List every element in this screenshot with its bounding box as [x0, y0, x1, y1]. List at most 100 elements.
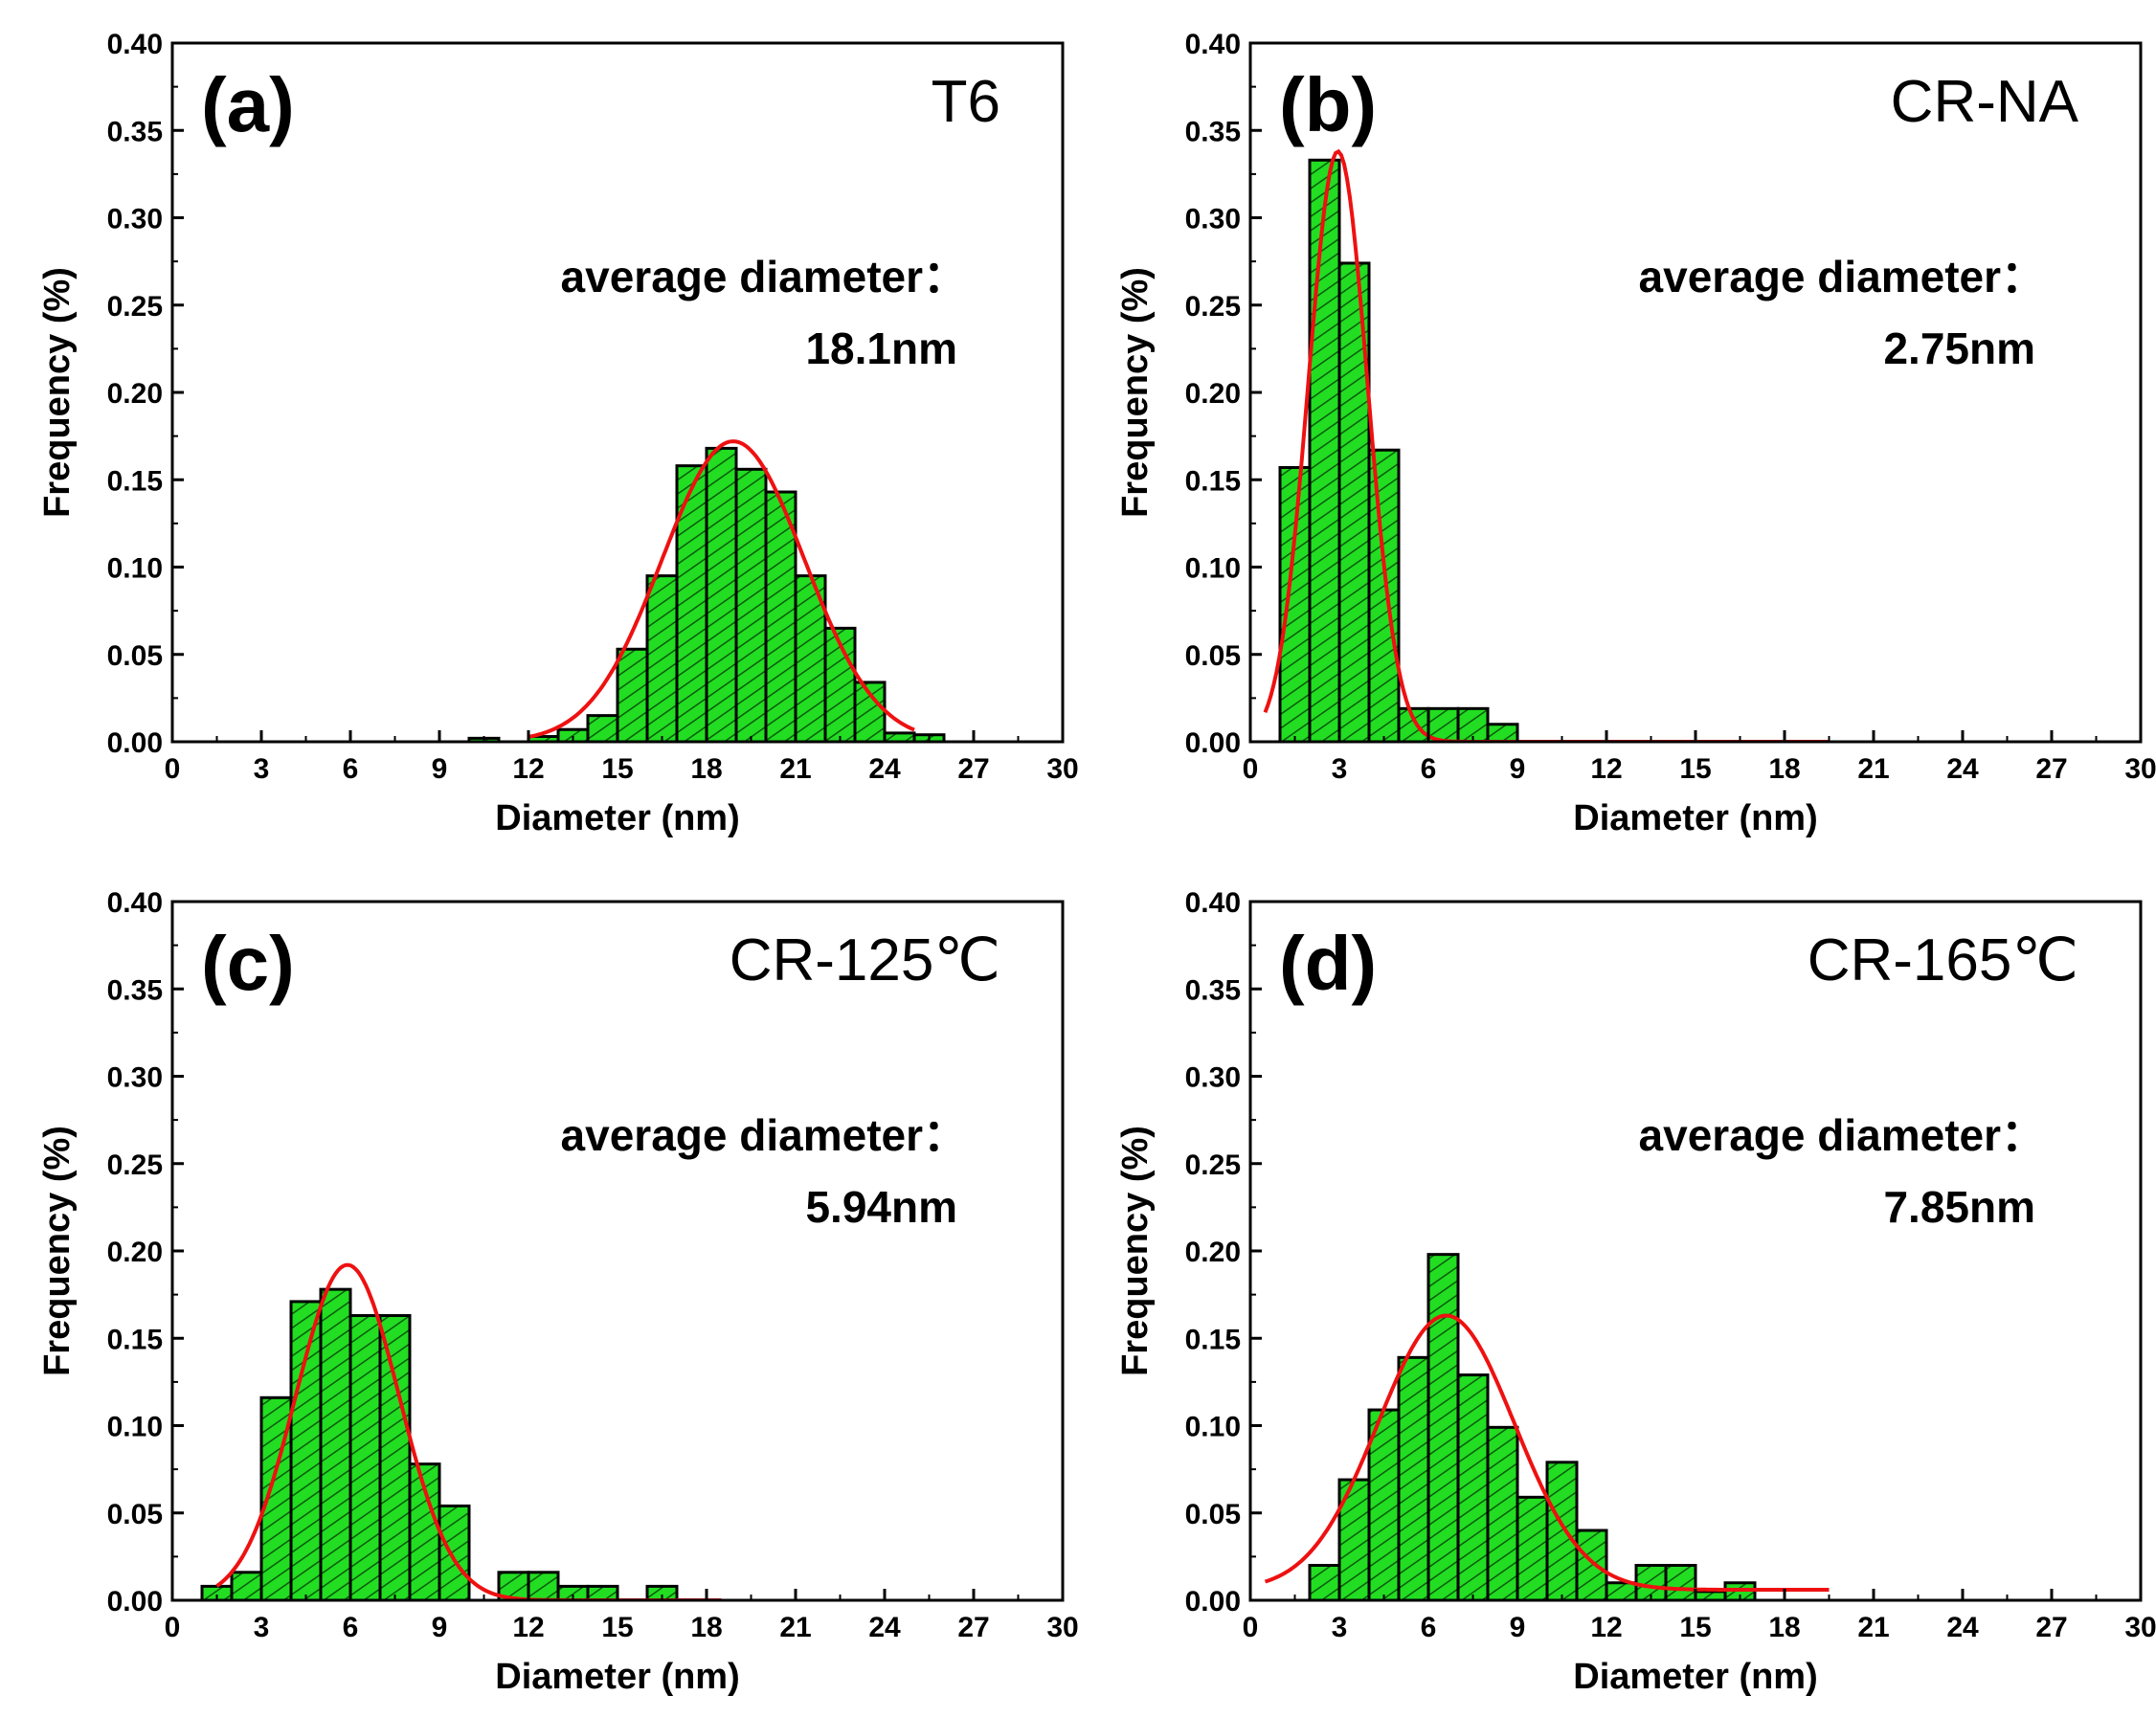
condition-label: CR-NA [1891, 69, 2079, 135]
average-diameter-label: average diameter： [561, 1110, 967, 1160]
histogram-chart-b: 0 3 6 9 12 15 18 21 24 27 30 0.00 0.05 0.10 0.15 0.20 0.… [1115, 29, 2156, 838]
y-tick-label: 0.40 [1185, 887, 1241, 919]
histogram-bar [1367, 1408, 1401, 1602]
x-axis-label: Diameter (nm) [1573, 798, 1818, 838]
y-tick-label: 0.15 [1185, 1324, 1241, 1355]
x-tick-label: 27 [2035, 1612, 2067, 1643]
histogram-bar [1486, 723, 1519, 744]
plot-frame [170, 41, 1065, 744]
x-tick-label: 6 [1421, 753, 1437, 785]
x-tick-label: 27 [957, 1612, 989, 1643]
x-tick-label: 3 [254, 1612, 270, 1643]
histogram-bar [645, 574, 679, 744]
average-diameter-value: 18.1nm [805, 324, 957, 373]
x-tick-label: 9 [432, 1612, 448, 1643]
y-tick-label: 0.25 [1185, 1149, 1241, 1181]
x-tick-label: 18 [690, 753, 722, 785]
histogram-bar [1516, 1495, 1549, 1602]
x-tick-label: 0 [165, 1612, 181, 1643]
condition-label: CR-125℃ [730, 927, 1000, 993]
y-tick-label: 0.30 [107, 1062, 163, 1094]
y-tick-label: 0.35 [107, 116, 163, 147]
histogram-bar [1367, 448, 1401, 744]
histogram-bar [319, 1287, 352, 1602]
condition-label: CR-165℃ [1808, 927, 2078, 993]
bars [200, 1287, 679, 1602]
y-axis-label: Frequency (%) [37, 267, 78, 518]
histogram-bar [1426, 1253, 1460, 1602]
y-tick-label: 0.25 [107, 1149, 163, 1181]
histogram-bar [1308, 158, 1341, 744]
x-tick-label: 21 [779, 753, 811, 785]
x-tick-label: 6 [343, 1612, 359, 1643]
x-axis-label: Diameter (nm) [495, 1657, 740, 1697]
panel-letter: (c) [201, 921, 295, 1006]
x-tick-label: 6 [343, 753, 359, 785]
x-tick-label: 30 [2124, 1612, 2156, 1643]
y-tick-label: 0.05 [107, 640, 163, 672]
x-tick-label: 12 [1590, 753, 1622, 785]
histogram-bar [586, 1584, 619, 1602]
x-tick-label: 15 [601, 753, 633, 785]
y-tick-label: 0.35 [1185, 974, 1241, 1006]
histogram-bar [1486, 1425, 1519, 1602]
x-tick-label: 9 [1510, 1612, 1526, 1643]
y-tick-label: 0.05 [1185, 1499, 1241, 1530]
histogram-bar [378, 1314, 412, 1602]
x-tick-label: 24 [868, 753, 901, 785]
y-tick-label: 0.10 [1185, 1412, 1241, 1443]
histogram-bar [1397, 706, 1430, 744]
gaussian-fit-line [1263, 148, 1830, 742]
y-tick-label: 0.30 [1185, 204, 1241, 235]
y-tick-label: 0.15 [107, 465, 163, 497]
x-tick-label: 21 [779, 1612, 811, 1643]
y-tick-label: 0.20 [107, 1237, 163, 1268]
panel-c: 0 3 6 9 12 15 18 21 24 27 30 0.00 0.05 0.10 0.15 0.20 0.… [0, 859, 1078, 1717]
y-tick-label: 0.00 [107, 727, 163, 759]
panel-d: 0 3 6 9 12 15 18 21 24 27 30 0.00 0.05 0.10 0.15 0.20 0.… [1078, 859, 2156, 1717]
y-tick-label: 0.25 [1185, 291, 1241, 323]
y-tick-label: 0.00 [1185, 1586, 1241, 1618]
histogram-chart-a: 0 3 6 9 12 15 18 21 24 27 30 0.00 0.05 0.10 0.15 0.20 0.… [37, 29, 1078, 838]
histogram-bar [1397, 1355, 1430, 1602]
y-tick-label: 0.35 [107, 974, 163, 1006]
x-tick-label: 18 [690, 1612, 722, 1643]
y-tick-label: 0.00 [1185, 727, 1241, 759]
x-tick-label: 15 [1679, 1612, 1711, 1643]
average-diameter-value: 2.75nm [1883, 324, 2035, 373]
y-tick-label: 0.10 [1185, 553, 1241, 585]
x-tick-label: 0 [1243, 1612, 1259, 1643]
x-tick-label: 30 [2124, 753, 2156, 785]
y-tick-label: 0.30 [107, 204, 163, 235]
x-tick-label: 6 [1421, 1612, 1437, 1643]
histogram-chart-c: 0 3 6 9 12 15 18 21 24 27 30 0.00 0.05 0.10 0.15 0.20 0.… [37, 887, 1078, 1697]
histogram-bar [1605, 1581, 1638, 1602]
y-tick-label: 0.30 [1185, 1062, 1241, 1094]
histogram-bar [734, 467, 768, 744]
x-tick-label: 15 [1679, 753, 1711, 785]
x-tick-label: 30 [1046, 1612, 1078, 1643]
condition-label: T6 [932, 69, 1000, 135]
x-tick-label: 0 [1243, 753, 1259, 785]
average-diameter-label: average diameter： [1639, 1110, 2045, 1160]
x-tick-label: 15 [601, 1612, 633, 1643]
histogram-bar [438, 1504, 471, 1602]
x-tick-label: 21 [1857, 753, 1889, 785]
y-tick-label: 0.20 [107, 378, 163, 410]
gaussian-fit-line [528, 439, 915, 739]
x-tick-label: 24 [868, 1612, 901, 1643]
y-axis-label: Frequency (%) [37, 1126, 78, 1376]
x-tick-label: 18 [1768, 753, 1800, 785]
y-tick-label: 0.10 [107, 1412, 163, 1443]
histogram-bar [289, 1300, 323, 1602]
y-tick-label: 0.35 [1185, 116, 1241, 147]
histogram-bar [1456, 1373, 1490, 1602]
x-tick-label: 12 [1590, 1612, 1622, 1643]
x-tick-label: 27 [957, 753, 989, 785]
panel-b: 0 3 6 9 12 15 18 21 24 27 30 0.00 0.05 0.10 0.15 0.20 0.… [1078, 0, 2156, 859]
y-axis-label: Frequency (%) [1115, 267, 1156, 518]
y-tick-label: 0.15 [107, 1324, 163, 1355]
y-tick-label: 0.05 [107, 1499, 163, 1530]
panel-letter: (b) [1279, 62, 1377, 147]
y-tick-label: 0.10 [107, 553, 163, 585]
